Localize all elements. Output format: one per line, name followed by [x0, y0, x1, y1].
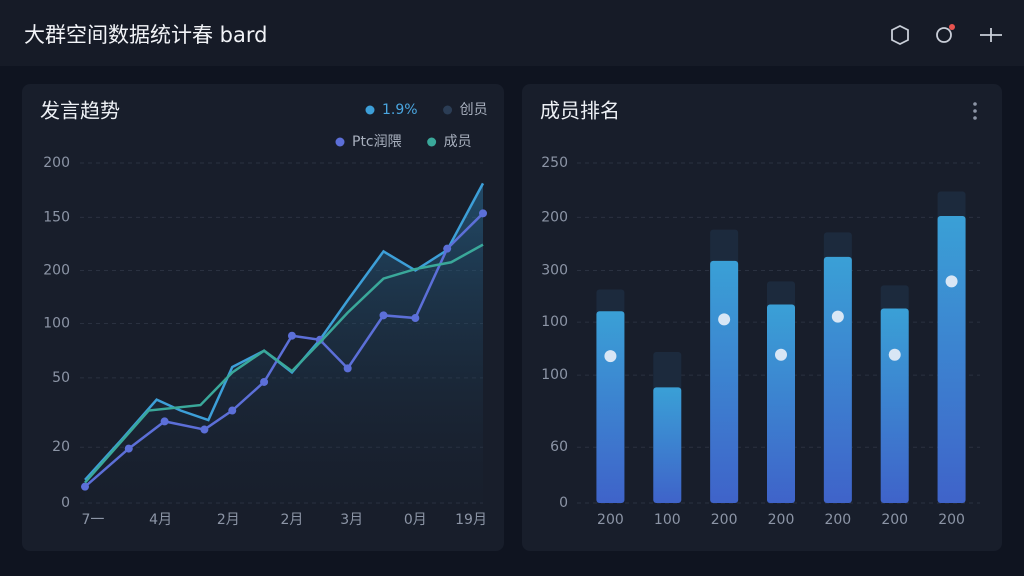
x-tick-label: 200 — [881, 512, 908, 528]
x-tick-label: 200 — [938, 512, 965, 528]
bar — [880, 308, 909, 503]
header-title: 大群空间数据统计春 bard — [24, 23, 267, 47]
y-tick-label: 100 — [43, 315, 70, 331]
legend-label: 1.9% — [382, 102, 418, 118]
legend-swatch — [427, 137, 437, 147]
bar — [767, 304, 795, 503]
header-bar — [0, 0, 1024, 66]
point — [479, 209, 487, 218]
x-tick-label: 200 — [768, 512, 795, 528]
chart-title: 发言趋势 — [40, 99, 120, 123]
y-tick-label: 200 — [43, 155, 70, 171]
y-tick-label: 200 — [541, 209, 568, 225]
legend-swatch — [365, 105, 375, 115]
point — [379, 311, 388, 320]
y-tick-label: 250 — [541, 155, 568, 171]
point — [343, 364, 352, 373]
point — [228, 406, 237, 415]
marker — [888, 348, 901, 361]
icon-menu[interactable] — [980, 28, 1002, 42]
bar — [823, 256, 852, 503]
bar — [710, 260, 739, 503]
legend-swatch — [443, 105, 453, 115]
point — [260, 377, 269, 386]
x-tick-label: 7一 — [81, 512, 104, 528]
point — [124, 444, 133, 453]
notification-dot — [949, 24, 955, 30]
x-tick-label: 0月 — [404, 512, 427, 528]
x-tick-label: 200 — [711, 512, 738, 528]
line — [84, 243, 484, 484]
y-tick-label: 300 — [541, 262, 568, 278]
x-tick-label: 200 — [824, 512, 851, 528]
marker — [718, 313, 731, 326]
x-tick-label: 19月 — [455, 512, 487, 528]
legend-label: Ptc润隈 — [352, 134, 402, 150]
marker — [831, 310, 844, 323]
area — [85, 183, 483, 503]
point — [443, 244, 452, 253]
marker — [604, 350, 617, 363]
y-tick-label: 200 — [43, 262, 70, 278]
legend-label: 成员 — [444, 134, 472, 150]
y-tick-label: 0 — [61, 495, 70, 511]
chart-title: 成员排名 — [540, 99, 620, 123]
icon-hex[interactable] — [891, 24, 909, 46]
x-tick-label: 200 — [597, 512, 624, 528]
x-tick-label: 2月 — [217, 512, 240, 528]
y-tick-label: 150 — [43, 209, 70, 225]
point — [81, 482, 89, 491]
y-tick-label: 60 — [550, 439, 568, 455]
legend-swatch — [335, 137, 345, 147]
y-tick-label: 0 — [559, 495, 568, 511]
point — [200, 425, 209, 434]
y-tick-label: 50 — [52, 370, 70, 386]
x-tick-label: 4月 — [149, 512, 172, 528]
y-tick-label: 100 — [541, 314, 568, 330]
bar — [653, 387, 682, 503]
x-tick-label: 3月 — [340, 512, 363, 528]
y-tick-label: 20 — [52, 439, 70, 455]
point — [411, 314, 420, 323]
panel — [522, 84, 1002, 551]
point — [287, 331, 296, 340]
bar — [937, 216, 966, 504]
x-tick-label: 2月 — [280, 512, 303, 528]
point — [160, 417, 169, 426]
icon-settings[interactable] — [936, 27, 952, 43]
bar — [596, 311, 625, 503]
marker — [945, 275, 958, 288]
marker — [775, 348, 787, 361]
y-tick-label: 100 — [541, 367, 568, 383]
x-tick-label: 100 — [654, 512, 681, 528]
legend-label: 创员 — [460, 102, 488, 118]
